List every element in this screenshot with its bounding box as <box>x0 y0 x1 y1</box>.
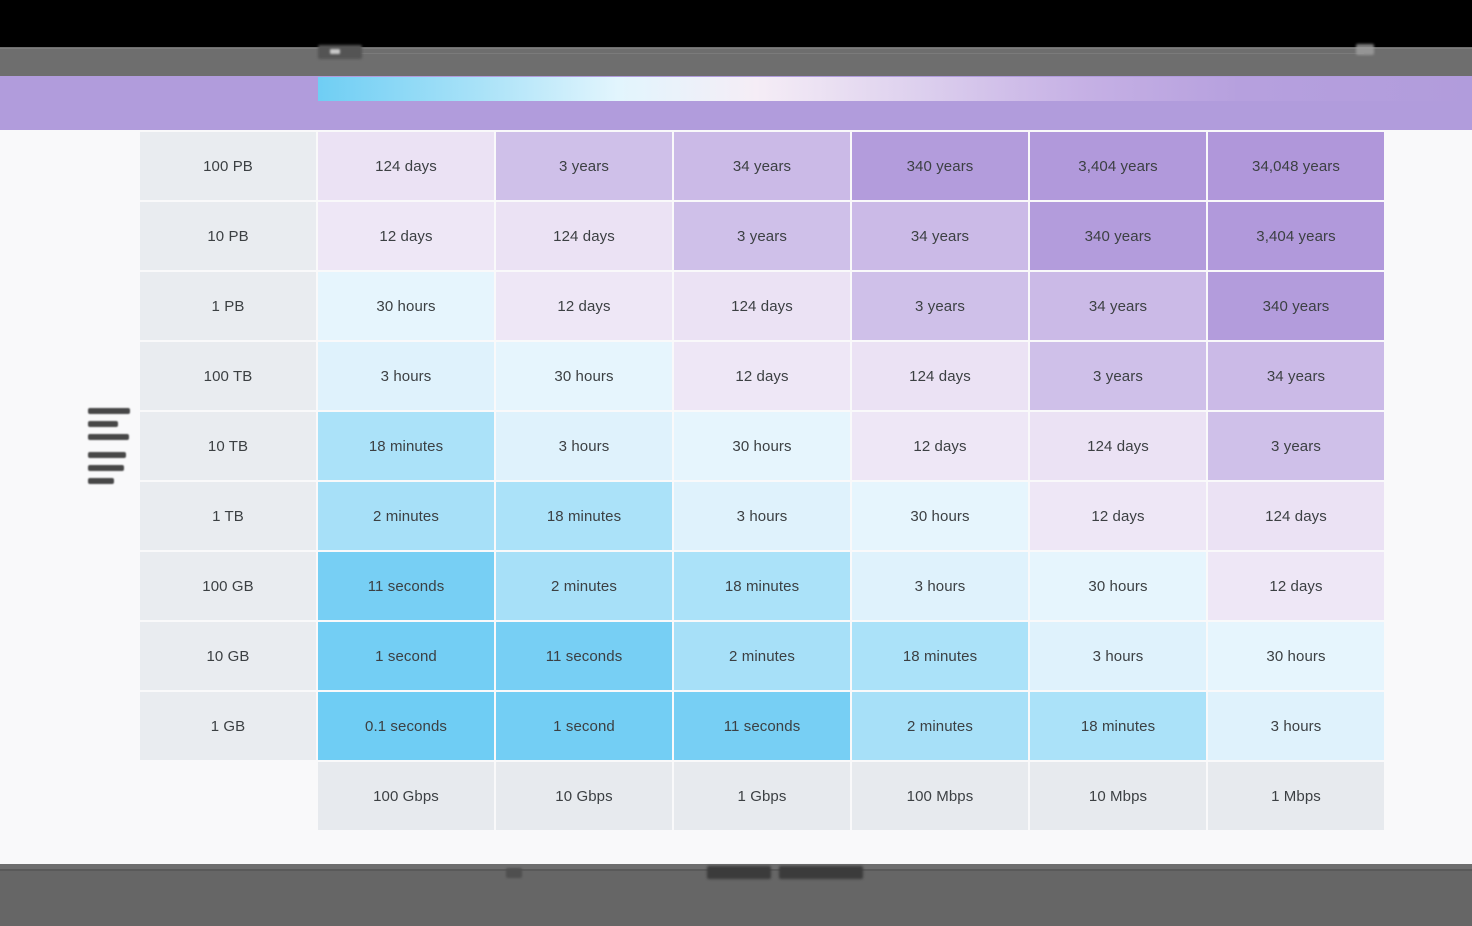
heatmap-cell: 12 days <box>318 202 494 270</box>
redacted-text-bar <box>88 434 129 440</box>
x-axis-label-redacted <box>779 866 863 879</box>
row-label-cell: 100 PB <box>140 132 316 200</box>
bottom-mark-redacted <box>506 868 522 878</box>
heatmap-cell: 3 years <box>674 202 850 270</box>
column-label-cell: 1 Gbps <box>674 762 850 830</box>
column-label-cell: 10 Mbps <box>1030 762 1206 830</box>
heatmap-cell: 34 years <box>674 132 850 200</box>
heatmap-cell: 18 minutes <box>852 622 1028 690</box>
row-label-cell: 10 TB <box>140 412 316 480</box>
heatmap-cell: 124 days <box>1030 412 1206 480</box>
heatmap-cell: 3 years <box>496 132 672 200</box>
heatmap-cell: 3 years <box>852 272 1028 340</box>
heatmap-cell: 124 days <box>1208 482 1384 550</box>
row-label-cell: 1 PB <box>140 272 316 340</box>
heatmap-cell: 3 hours <box>496 412 672 480</box>
toolbar-divider-line <box>0 48 1472 49</box>
heatmap-cell: 3,404 years <box>1030 132 1206 200</box>
heatmap-cell: 12 days <box>674 342 850 410</box>
heatmap-cell: 124 days <box>674 272 850 340</box>
heatmap-cell: 30 hours <box>1030 552 1206 620</box>
row-label-cell: 100 GB <box>140 552 316 620</box>
bottom-bar <box>0 864 1472 926</box>
heatmap-cell: 3,404 years <box>1208 202 1384 270</box>
heatmap-cell: 124 days <box>496 202 672 270</box>
heatmap-cell: 30 hours <box>496 342 672 410</box>
heatmap-cell: 12 days <box>1208 552 1384 620</box>
heatmap-cell: 34 years <box>1030 272 1206 340</box>
heatmap-cell: 340 years <box>1208 272 1384 340</box>
row-label-cell: 1 TB <box>140 482 316 550</box>
top-black-bar <box>0 0 1472 47</box>
toolbar-text-fleck <box>330 49 340 54</box>
heatmap-cell: 124 days <box>318 132 494 200</box>
column-label-cell: 100 Gbps <box>318 762 494 830</box>
toolbar-rule-line <box>360 53 1364 54</box>
heatmap-cell: 3 years <box>1208 412 1384 480</box>
heatmap-cell: 18 minutes <box>674 552 850 620</box>
transfer-time-heatmap: 100 PB 124 days 3 years 34 years 340 years 3,… <box>140 132 1384 830</box>
row-label-cell: 10 GB <box>140 622 316 690</box>
heatmap-cell: 2 minutes <box>674 622 850 690</box>
heatmap-cell: 1 second <box>318 622 494 690</box>
heatmap-cell: 340 years <box>1030 202 1206 270</box>
heatmap-cell: 34 years <box>1208 342 1384 410</box>
redacted-text-bar <box>88 465 124 471</box>
top-toolbar-bar <box>0 44 1472 76</box>
heatmap-cell: 11 seconds <box>674 692 850 760</box>
heatmap-cell: 18 minutes <box>1030 692 1206 760</box>
header-accent-band <box>0 76 1472 130</box>
heatmap-cell: 0.1 seconds <box>318 692 494 760</box>
row-label-cell: 1 GB <box>140 692 316 760</box>
heatmap-cell: 30 hours <box>674 412 850 480</box>
heatmap-cell: 34,048 years <box>1208 132 1384 200</box>
heatmap-cell: 12 days <box>1030 482 1206 550</box>
heatmap-cell: 3 hours <box>1030 622 1206 690</box>
x-axis-label-redacted <box>707 866 771 879</box>
heatmap-cell: 12 days <box>496 272 672 340</box>
heatmap-cell: 340 years <box>852 132 1028 200</box>
redacted-text-bar <box>88 421 118 427</box>
heatmap-cell: 12 days <box>852 412 1028 480</box>
heatmap-cell: 2 minutes <box>496 552 672 620</box>
heatmap-cell: 11 seconds <box>496 622 672 690</box>
row-label-cell: 10 PB <box>140 202 316 270</box>
heatmap-cell: 2 minutes <box>318 482 494 550</box>
y-axis-label-redacted <box>88 408 136 490</box>
heatmap-cell: 2 minutes <box>852 692 1028 760</box>
column-label-cell: 1 Mbps <box>1208 762 1384 830</box>
row-label-cell: 100 TB <box>140 342 316 410</box>
heatmap-cell: 30 hours <box>852 482 1028 550</box>
heatmap-cell: 11 seconds <box>318 552 494 620</box>
heatmap-cell: 3 years <box>1030 342 1206 410</box>
heatmap-cell: 34 years <box>852 202 1028 270</box>
heatmap-cell: 3 hours <box>318 342 494 410</box>
toolbar-text-redacted <box>318 45 362 59</box>
heatmap-cell: 1 second <box>496 692 672 760</box>
toolbar-mark-redacted <box>1356 44 1374 55</box>
heatmap-cell: 3 hours <box>1208 692 1384 760</box>
column-label-cell: 100 Mbps <box>852 762 1028 830</box>
heatmap-cell: 124 days <box>852 342 1028 410</box>
heatmap-cell: 30 hours <box>318 272 494 340</box>
redacted-text-bar <box>88 408 130 414</box>
heatmap-cell: 30 hours <box>1208 622 1384 690</box>
corner-cell <box>140 762 316 830</box>
heatmap-cell: 3 hours <box>852 552 1028 620</box>
header-gradient-bar <box>318 77 1472 101</box>
column-label-cell: 10 Gbps <box>496 762 672 830</box>
heatmap-cell: 3 hours <box>674 482 850 550</box>
heatmap-cell: 18 minutes <box>496 482 672 550</box>
redacted-text-bar <box>88 452 126 458</box>
redacted-text-bar <box>88 478 114 484</box>
heatmap-cell: 18 minutes <box>318 412 494 480</box>
